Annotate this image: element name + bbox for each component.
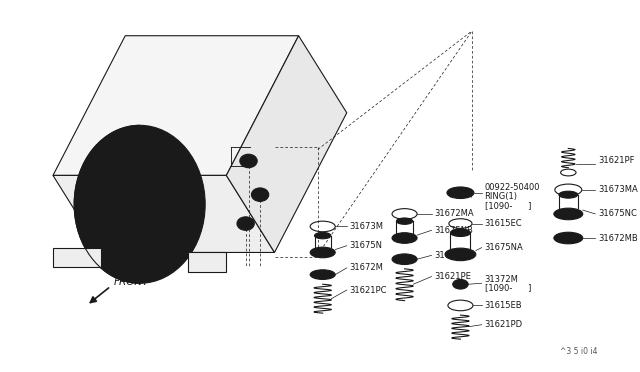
Ellipse shape [396,218,413,224]
Text: 31675N: 31675N [349,241,383,250]
Ellipse shape [447,187,474,199]
Text: 31672MB: 31672MB [598,234,638,243]
Ellipse shape [559,191,578,198]
Ellipse shape [252,188,269,201]
Ellipse shape [445,248,476,261]
Text: 31675NB: 31675NB [435,226,474,235]
Ellipse shape [86,141,193,268]
Text: 31621PD: 31621PD [484,320,523,329]
Text: 31621PC: 31621PC [349,286,387,295]
Polygon shape [53,248,101,267]
Text: 31615EB: 31615EB [484,301,522,310]
Ellipse shape [561,211,575,217]
Ellipse shape [451,229,470,237]
Text: 31672M: 31672M [349,263,383,272]
Ellipse shape [456,281,464,287]
Ellipse shape [316,250,329,255]
Polygon shape [53,36,299,176]
Ellipse shape [398,235,411,241]
Ellipse shape [397,256,412,262]
Ellipse shape [310,247,335,258]
Text: [1090-      ]: [1090- ] [484,201,531,210]
Ellipse shape [452,251,468,257]
Text: 00922-50400: 00922-50400 [484,183,540,192]
Text: RING(1): RING(1) [484,192,518,201]
Ellipse shape [310,270,335,279]
Text: 31621PF: 31621PF [598,157,635,166]
Ellipse shape [452,279,468,289]
Ellipse shape [453,190,468,196]
Text: 31675NA: 31675NA [484,243,524,252]
Text: 31672MA: 31672MA [435,209,474,218]
Polygon shape [53,176,275,253]
Ellipse shape [237,217,254,230]
Ellipse shape [314,232,331,239]
Ellipse shape [554,232,583,244]
Text: [1090-      ]: [1090- ] [484,283,531,293]
Text: 31372M: 31372M [484,275,518,284]
Text: 31673M: 31673M [349,222,383,231]
Ellipse shape [554,208,583,220]
Text: 31675NC: 31675NC [598,209,637,218]
Ellipse shape [392,233,417,243]
Polygon shape [227,36,347,253]
Ellipse shape [240,154,257,168]
Ellipse shape [562,235,575,241]
Text: FRONT: FRONT [114,277,149,287]
Text: 31621PE: 31621PE [435,272,471,281]
Ellipse shape [317,272,328,277]
Ellipse shape [392,254,417,264]
Text: 31615ED: 31615ED [435,251,473,260]
Text: 31615EC: 31615EC [484,219,522,228]
Polygon shape [188,253,227,272]
Text: 31673MA: 31673MA [598,185,638,194]
Ellipse shape [74,125,205,283]
Text: ^3 5 i0 i4: ^3 5 i0 i4 [560,347,597,356]
